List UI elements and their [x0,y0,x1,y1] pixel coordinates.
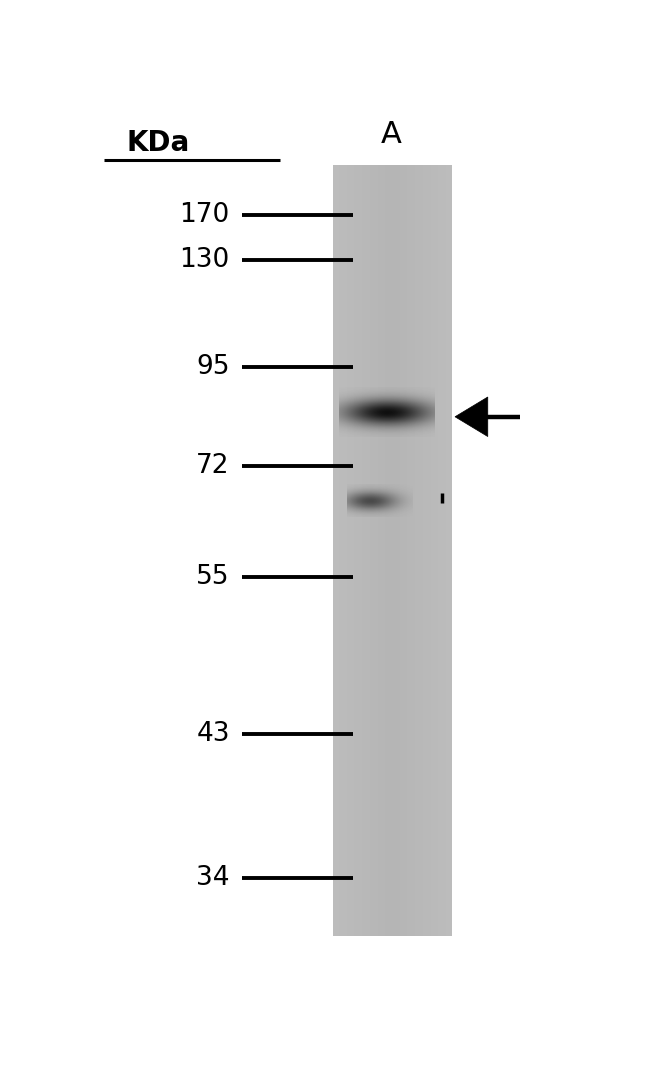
Text: 43: 43 [196,721,230,747]
Text: 170: 170 [179,202,230,228]
Text: 34: 34 [196,866,230,891]
Text: KDa: KDa [127,129,190,157]
Bar [333,166,452,936]
Polygon shape [455,397,488,437]
Text: 130: 130 [179,247,230,273]
Text: A: A [381,120,402,149]
Text: 95: 95 [196,354,230,380]
Text: 55: 55 [196,565,230,591]
Text: 72: 72 [196,454,230,479]
